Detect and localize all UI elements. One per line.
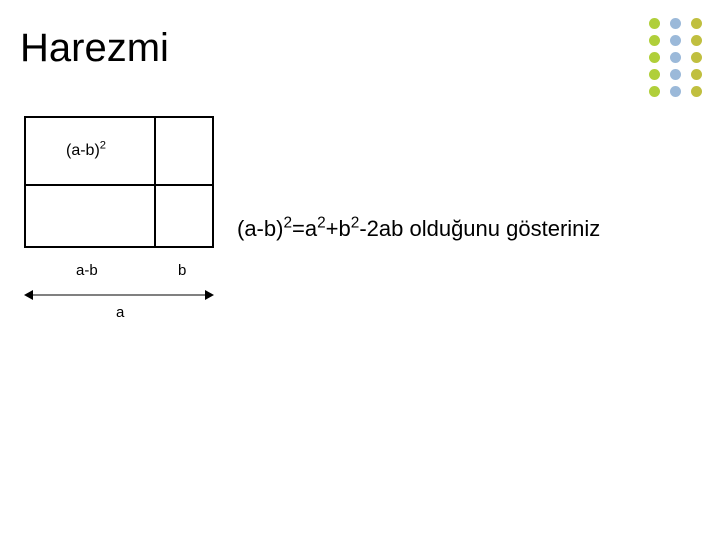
cell-label-a-minus-b-squared: (a-b)2 (66, 142, 106, 160)
deco-dot (649, 18, 660, 29)
square-diagram: (a-b)2 (24, 116, 214, 248)
deco-column (670, 18, 681, 97)
deco-dot (691, 18, 702, 29)
page-title: Harezmi (20, 26, 169, 71)
grid-vertical-divider (154, 118, 156, 246)
deco-dot (691, 35, 702, 46)
deco-dot (649, 35, 660, 46)
label-b: b (178, 262, 186, 279)
deco-dot (649, 52, 660, 63)
deco-dot (670, 52, 681, 63)
decorative-dots (649, 18, 702, 97)
deco-dot (670, 69, 681, 80)
label-a-minus-b: a-b (76, 262, 98, 279)
deco-dot (691, 86, 702, 97)
arrow-right-head-icon (205, 290, 214, 300)
deco-dot (670, 18, 681, 29)
deco-column (649, 18, 660, 97)
deco-dot (649, 69, 660, 80)
deco-dot (649, 86, 660, 97)
deco-dot (670, 86, 681, 97)
arrow-line (31, 295, 207, 296)
deco-column (691, 18, 702, 97)
equation-text: (a-b)2=a2+b2-2ab olduğunu gösteriniz (237, 216, 600, 242)
deco-dot (670, 35, 681, 46)
deco-dot (691, 52, 702, 63)
width-arrow-a (24, 288, 214, 302)
grid-horizontal-divider (26, 184, 212, 186)
label-a: a (116, 304, 124, 321)
deco-dot (691, 69, 702, 80)
